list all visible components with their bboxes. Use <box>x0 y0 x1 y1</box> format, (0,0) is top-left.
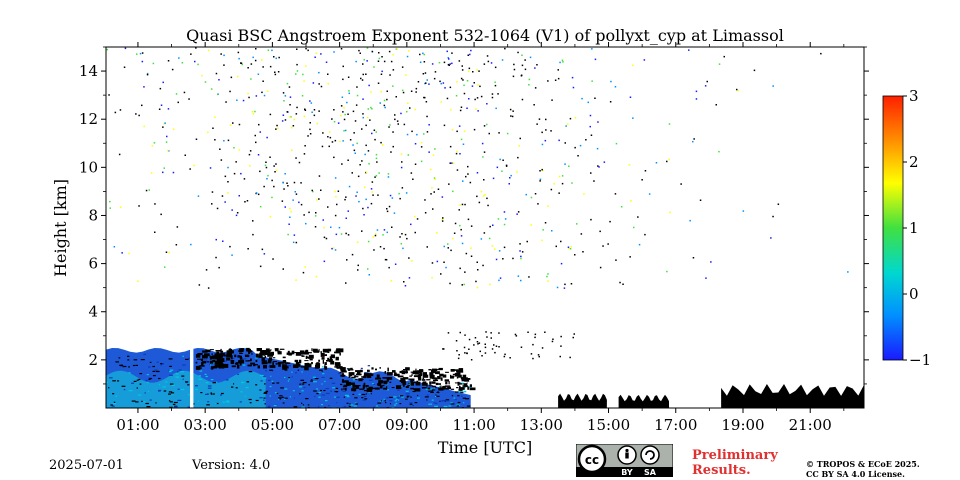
sa-label: SA <box>644 468 657 477</box>
y-tick-label: 10 <box>79 158 98 176</box>
colorbar-tick-label: 1 <box>909 219 919 237</box>
noise-speckles <box>106 47 849 361</box>
x-tick-label: 03:00 <box>184 416 227 434</box>
colorbar-ticks: 3 2 1 0 −1 <box>903 87 931 369</box>
colorbar-tick-label: 3 <box>909 87 919 105</box>
share-alike-icon <box>640 445 660 465</box>
copyright-line-2: CC BY SA 4.0 License. <box>806 469 905 479</box>
y-tick-label: 2 <box>88 351 98 369</box>
x-tick-label: 13:00 <box>520 416 563 434</box>
x-tick-label: 05:00 <box>251 416 294 434</box>
footer-date: 2025-07-01 <box>49 458 124 473</box>
y-tick-label: 4 <box>88 303 98 321</box>
preliminary-line-1: Preliminary <box>692 448 778 463</box>
copyright-line-1: © TROPOS & ECoE 2025. <box>806 459 920 469</box>
plot-frame <box>105 46 865 409</box>
x-tick-label: 21:00 <box>789 416 832 434</box>
low-cloud-segment <box>558 393 607 408</box>
x-tick-label: 11:00 <box>452 416 495 434</box>
low-cloud-segment <box>618 394 670 408</box>
x-tick-label: 07:00 <box>318 416 361 434</box>
colorbar <box>882 95 904 361</box>
copyright-notice: © TROPOS & ECoE 2025. CC BY SA 4.0 Licen… <box>806 459 920 479</box>
chart-title: Quasi BSC Angstroem Exponent 532-1064 (V… <box>186 26 784 45</box>
y-tick-label: 6 <box>88 255 98 273</box>
aerosol-layer-lower <box>106 370 266 408</box>
x-tick-label: 19:00 <box>721 416 764 434</box>
boundary-layer-aerosol <box>106 347 472 408</box>
y-tick-label: 14 <box>79 62 98 80</box>
preliminary-line-2: Results. <box>692 463 751 478</box>
y-axis-label: Height [km] <box>51 179 70 277</box>
dark-layer-band <box>195 347 476 393</box>
cc-logo-text: cc <box>585 453 599 467</box>
by-label: BY <box>621 468 633 477</box>
x-tick-label: 09:00 <box>385 416 428 434</box>
low-cloud-segment <box>721 384 864 408</box>
colorbar-tick-label: 0 <box>909 285 919 303</box>
x-tick-label: 01:00 <box>116 416 159 434</box>
colorbar-tick-label: 2 <box>909 153 919 171</box>
plot-area <box>106 47 864 408</box>
x-tick-label: 15:00 <box>587 416 630 434</box>
x-tick-label: 17:00 <box>654 416 697 434</box>
cc-license-badge: cc BY SA <box>576 444 673 477</box>
footer-version: Version: 4.0 <box>192 458 271 473</box>
y-axis: 2 4 6 8 10 12 14 <box>79 46 869 385</box>
cc-logo-icon <box>577 444 607 474</box>
y-tick-label: 12 <box>79 110 98 128</box>
x-axis: 01:00 03:00 05:00 07:00 09:00 11:00 13:00 15:00… <box>116 42 845 434</box>
low-clouds <box>558 384 864 408</box>
preliminary-notice: Preliminary Results. <box>692 448 778 478</box>
x-axis-label: Time [UTC] <box>438 438 532 457</box>
y-tick-label: 8 <box>88 206 98 224</box>
no-data-gap <box>190 47 194 408</box>
colorbar-tick-label: −1 <box>909 351 931 369</box>
